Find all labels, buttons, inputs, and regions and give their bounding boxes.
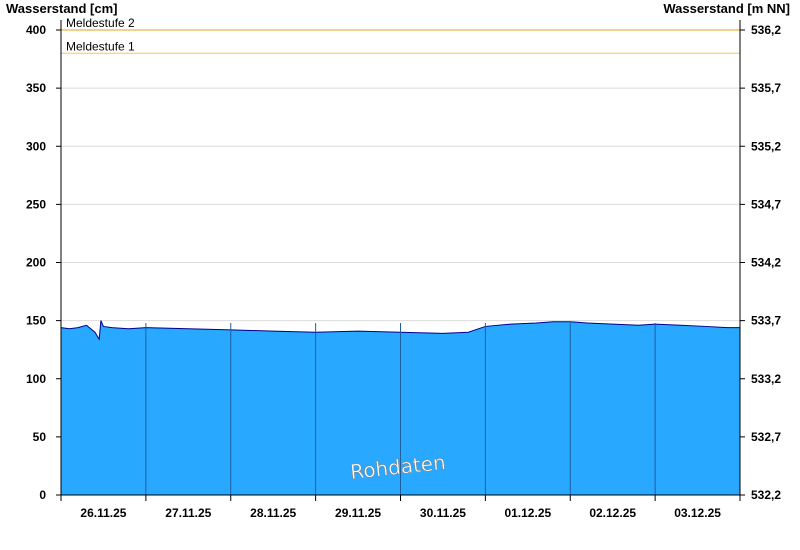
- day-separator-lines: [145, 322, 656, 495]
- series-line-0: [60, 320, 740, 341]
- x-tick-label-6: 02.12.25: [589, 506, 636, 520]
- y-tick-label-right-2: 533,2: [751, 372, 781, 386]
- x-tick-label-7: 03.12.25: [674, 506, 721, 520]
- x-tick-label-3: 29.11.25: [335, 506, 381, 520]
- x-tick-label-2: 28.11.25: [250, 506, 296, 520]
- y-tick-label-right-3: 533,7: [751, 314, 781, 328]
- x-tick-label-1: 27.11.25: [165, 506, 211, 520]
- y-tick-label-left-350: 350: [26, 81, 46, 95]
- y-tick-label-right-5: 534,7: [751, 197, 781, 211]
- y-tick-label-left-150: 150: [26, 314, 46, 328]
- threshold-label-1: Meldestufe 2: [66, 16, 135, 30]
- y-tick-label-left-0: 0: [39, 488, 46, 502]
- y-tick-label-right-0: 532,2: [751, 488, 781, 502]
- x-axis-ticks: 26.11.25 27.11.25 28.11.25 29.11.25 30.11.25…: [60, 495, 741, 520]
- y-tick-label-left-50: 50: [33, 430, 47, 444]
- y-tick-label-right-7: 535,7: [751, 81, 781, 95]
- y-tick-label-right-8: 536,2: [751, 23, 781, 37]
- threshold-lines: Meldestufe 2 Meldestufe 1: [61, 16, 740, 54]
- y-tick-label-right-1: 532,7: [751, 430, 781, 444]
- y-axis-right-ticks: 532,2 532,7 533,2 533,7 534,2 534,7 535,2 535,7…: [740, 23, 781, 502]
- y-tick-label-left-250: 250: [26, 197, 46, 211]
- y-axis-left-ticks: 0 50 100 150 200 250 300 350 400: [26, 23, 61, 502]
- y-tick-label-right-6: 535,2: [751, 139, 781, 153]
- y-axis-left-label: Wasserstand [cm]: [6, 1, 118, 16]
- y-tick-label-right-4: 534,2: [751, 256, 781, 270]
- x-tick-label-5: 01.12.25: [504, 506, 551, 520]
- threshold-label-2: Meldestufe 1: [66, 39, 135, 53]
- y-axis-right-label: Wasserstand [m NN]: [663, 1, 790, 16]
- y-tick-label-left-400: 400: [26, 23, 46, 37]
- y-tick-label-left-100: 100: [26, 372, 46, 386]
- x-tick-label-4: 30.11.25: [420, 506, 466, 520]
- y-tick-label-left-300: 300: [26, 139, 46, 153]
- y-tick-label-left-200: 200: [26, 256, 46, 270]
- x-tick-label-0: 26.11.25: [80, 506, 126, 520]
